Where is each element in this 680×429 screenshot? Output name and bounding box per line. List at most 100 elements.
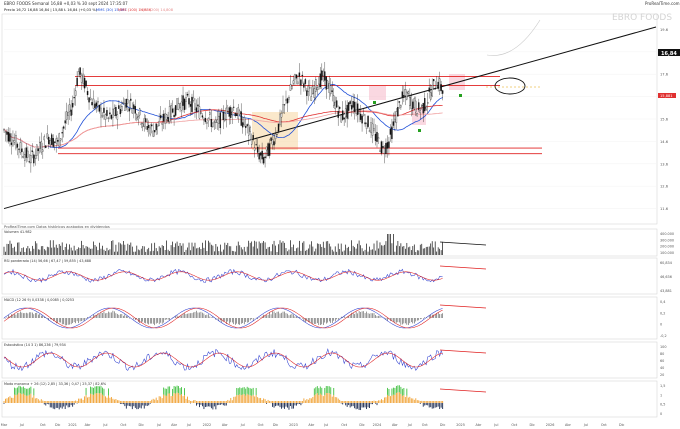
secondary-price-box	[658, 93, 676, 98]
candle-body	[142, 123, 144, 128]
candle-body	[33, 154, 35, 164]
indicator-panel-stochastic	[1, 341, 658, 379]
candle-body	[116, 114, 119, 120]
candle-body	[419, 110, 421, 114]
candle-body	[236, 113, 238, 117]
candle-body	[55, 138, 57, 144]
indicator-tick-label: 0,5	[660, 403, 665, 407]
candle-body	[95, 102, 98, 107]
x-tick-label: Dic	[619, 423, 625, 427]
candle-body	[385, 143, 387, 154]
candle-body	[255, 144, 257, 146]
candle-body	[25, 147, 28, 158]
candle-body	[432, 79, 435, 82]
candle-body	[367, 115, 369, 127]
candle-body	[197, 104, 199, 107]
candle-body	[37, 148, 40, 152]
candle-body	[427, 102, 429, 104]
candle-body	[271, 139, 274, 145]
candle-body	[282, 104, 284, 113]
candle-body	[379, 150, 381, 152]
x-tick-label: Dic	[440, 423, 446, 427]
candle-body	[283, 104, 286, 106]
y-tick-label: 13.6	[660, 162, 669, 166]
indicator-panel-macd	[1, 296, 658, 340]
candle-body	[297, 81, 299, 84]
indicator-tick-label: 0	[660, 412, 662, 416]
candle-body	[316, 87, 319, 91]
candle-body	[340, 115, 342, 123]
candle-body	[80, 74, 83, 83]
candle-body	[391, 126, 393, 140]
candle-body	[395, 111, 398, 123]
indicator-tick-label: 46,636	[660, 275, 672, 279]
candle-body	[19, 142, 22, 153]
candle-body	[82, 73, 84, 84]
y-tick-label: 11.6	[660, 207, 669, 211]
indicator-line-signal	[3, 271, 443, 281]
candle-body	[206, 121, 208, 124]
candle-body	[215, 119, 217, 123]
x-tick-label: 2024	[373, 423, 382, 427]
signal-marker	[418, 129, 421, 132]
candle-body	[207, 117, 210, 122]
candle-body	[28, 161, 31, 163]
candle-body	[346, 104, 348, 119]
indicator-tick-label: 0	[660, 323, 662, 327]
candle-body	[9, 133, 11, 142]
x-tick-label: Abr	[171, 423, 177, 427]
candle-body	[362, 113, 365, 116]
candle-body	[98, 105, 101, 112]
price-panel	[1, 13, 658, 225]
indicator-panel-volume	[1, 228, 658, 257]
candle-body	[155, 123, 157, 131]
last-price-box	[658, 49, 680, 56]
candle-body	[233, 106, 235, 108]
candle-body	[27, 150, 29, 158]
candle-body	[383, 152, 386, 155]
candle-body	[267, 143, 269, 157]
x-tick-label: Jul	[240, 423, 245, 427]
candle-body	[165, 114, 168, 120]
candle-body	[36, 144, 38, 156]
candle-body	[328, 83, 330, 93]
candle-body	[73, 96, 75, 99]
candle-body	[89, 97, 92, 100]
candle-body	[374, 133, 377, 141]
candle-body	[224, 118, 226, 121]
candle-body	[250, 139, 253, 145]
candle-body	[164, 113, 166, 124]
indicator-tick-label: 300.000	[660, 238, 674, 242]
indicator-tick-label: 0,4	[660, 300, 665, 304]
candle-body	[295, 74, 298, 79]
candle-body	[334, 101, 336, 110]
x-tick-label: Oct	[511, 423, 518, 427]
candle-body	[265, 146, 268, 151]
candle-body	[382, 146, 384, 148]
candle-body	[162, 113, 165, 122]
candle-body	[45, 145, 47, 149]
candle-body	[258, 153, 260, 160]
candle-body	[386, 142, 389, 149]
candle-body	[349, 101, 351, 104]
candle-body	[21, 148, 23, 153]
candle-body	[3, 129, 5, 131]
x-tick-label: 2021	[68, 423, 77, 427]
candle-body	[188, 98, 190, 105]
candle-body	[280, 113, 283, 118]
candle-body	[54, 141, 56, 143]
candle-body	[242, 122, 244, 128]
candle-body	[140, 123, 142, 125]
indicator-tick-label: 60,834	[660, 261, 672, 265]
candle-body	[7, 132, 10, 142]
candle-body	[418, 102, 420, 110]
x-tick-label: Dic	[359, 423, 365, 427]
candle-body	[64, 120, 66, 124]
last-price-label: 16,84	[661, 51, 677, 57]
candle-body	[40, 141, 42, 153]
candle-body	[373, 128, 375, 131]
candle-body	[210, 119, 213, 127]
candle-body	[285, 99, 287, 101]
indicator-tick-label: 0,2	[660, 311, 665, 315]
candle-body	[59, 138, 62, 141]
